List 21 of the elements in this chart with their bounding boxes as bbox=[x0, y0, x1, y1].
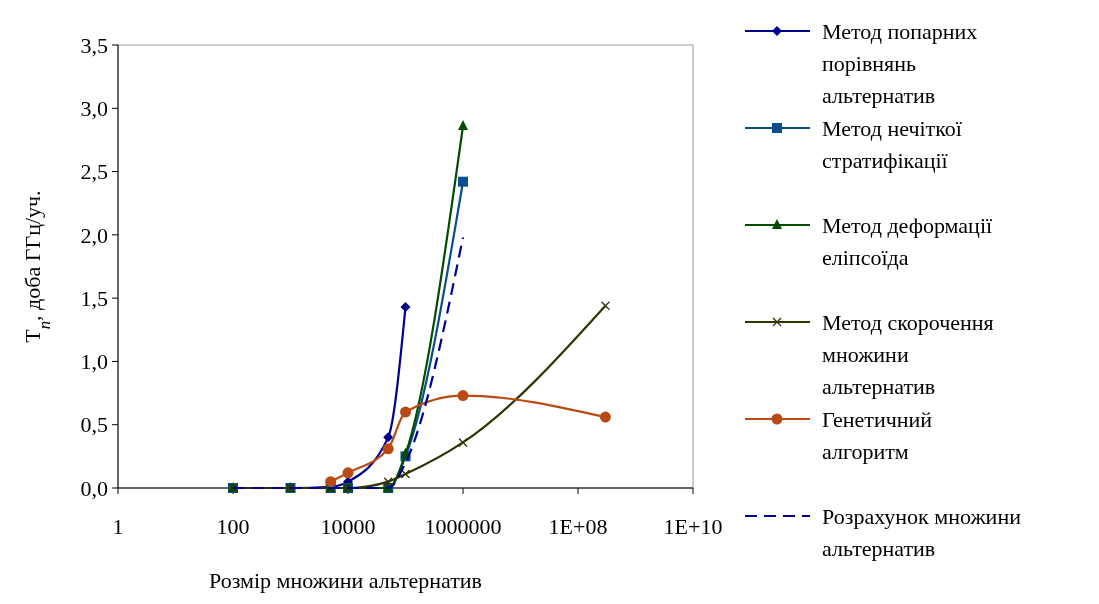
y-tick-label: 0,5 bbox=[80, 412, 108, 438]
legend-label: Розрахунок множини альтернатив bbox=[822, 503, 1022, 561]
x-tick-label: 1000000 bbox=[424, 514, 502, 539]
y-tick-label: 1,0 bbox=[80, 349, 108, 375]
x-tick-label: 10000 bbox=[320, 514, 376, 539]
legend-label: Метод попарних порівнянь альтернатив bbox=[822, 18, 978, 108]
y-tick-label: 2,0 bbox=[80, 222, 108, 248]
x-tick-label: 1E+10 bbox=[663, 514, 723, 539]
y-tick-label: 3,0 bbox=[80, 95, 108, 121]
legend-label: Метод нечіткої стратифікації bbox=[822, 115, 963, 173]
x-tick-label: 1 bbox=[112, 514, 124, 539]
y-tick-label: 0,0 bbox=[80, 475, 108, 501]
legend-label: Генетичний алгоритм bbox=[822, 406, 933, 464]
y-tick-label: 2,5 bbox=[80, 159, 108, 185]
legend-label: Метод деформації еліпсоїда bbox=[822, 212, 993, 270]
y-tick-label: 3,5 bbox=[80, 32, 108, 58]
x-tick-label: 1E+08 bbox=[548, 514, 608, 539]
y-tick-label: 1,5 bbox=[80, 285, 108, 311]
x-axis-title: Розмір множини альтернатив bbox=[208, 568, 483, 593]
legend-label: Метод скорочення множини альтернатив bbox=[822, 309, 994, 399]
x-tick-label: 100 bbox=[216, 514, 250, 539]
